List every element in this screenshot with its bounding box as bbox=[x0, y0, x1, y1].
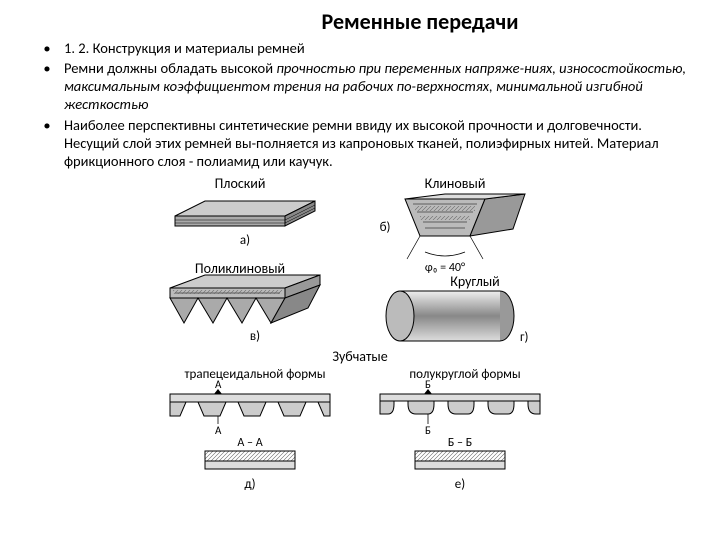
label-flat: Плоский bbox=[215, 176, 266, 192]
bullet-list: • 1. 2. Конструкция и материалы ремней •… bbox=[30, 39, 690, 170]
label-a: а) bbox=[240, 233, 250, 248]
list-item: • Наиболее перспективны синтетические ре… bbox=[30, 116, 690, 170]
label-poly: Поликлиновый bbox=[195, 260, 285, 277]
list-item: • Ремни должны обладать высокой прочност… bbox=[30, 59, 690, 113]
bullet-marker: • bbox=[30, 39, 64, 57]
bullet-marker: • bbox=[30, 116, 64, 170]
label-AA: А – А bbox=[237, 436, 262, 450]
trap-toothed-drawing: A A А – А bbox=[170, 378, 330, 469]
bullet-marker: • bbox=[30, 59, 64, 113]
label-sectA-bot: A bbox=[215, 424, 222, 437]
polyv-belt-drawing bbox=[170, 275, 320, 323]
semi-toothed-drawing: Б Б Б – Б bbox=[380, 378, 540, 469]
label-sectA-top: A bbox=[215, 378, 222, 391]
label-round: Круглый bbox=[450, 273, 500, 290]
label-g: г) bbox=[520, 330, 528, 345]
label-v: в) bbox=[250, 329, 260, 344]
label-toothed: Зубчатые bbox=[332, 348, 387, 365]
label-trap: трапецеидальной формы bbox=[185, 367, 326, 382]
label-e: е) bbox=[455, 477, 465, 492]
bullet-text: 1. 2. Конструкция и материалы ремней bbox=[64, 39, 305, 57]
label-d: д) bbox=[244, 477, 255, 492]
page-title: Ременные передачи bbox=[150, 8, 690, 35]
list-item: • 1. 2. Конструкция и материалы ремней bbox=[30, 39, 690, 57]
flat-belt-drawing bbox=[175, 201, 315, 226]
label-vbelt: Клиновый bbox=[425, 176, 486, 192]
label-sectB-bot: Б bbox=[425, 424, 431, 437]
v-belt-drawing bbox=[405, 194, 525, 259]
bullet-text: Ремни должны обладать высокой bbox=[64, 59, 276, 77]
label-BB: Б – Б bbox=[448, 436, 472, 450]
bullet-text: Наиболее перспективны синтетические ремн… bbox=[64, 116, 659, 170]
label-b: б) bbox=[380, 220, 391, 235]
round-belt-drawing bbox=[386, 291, 514, 341]
belt-types-diagram: Плоский а) Клиновый б) φ₀ = 40° Поликлин… bbox=[30, 176, 690, 506]
